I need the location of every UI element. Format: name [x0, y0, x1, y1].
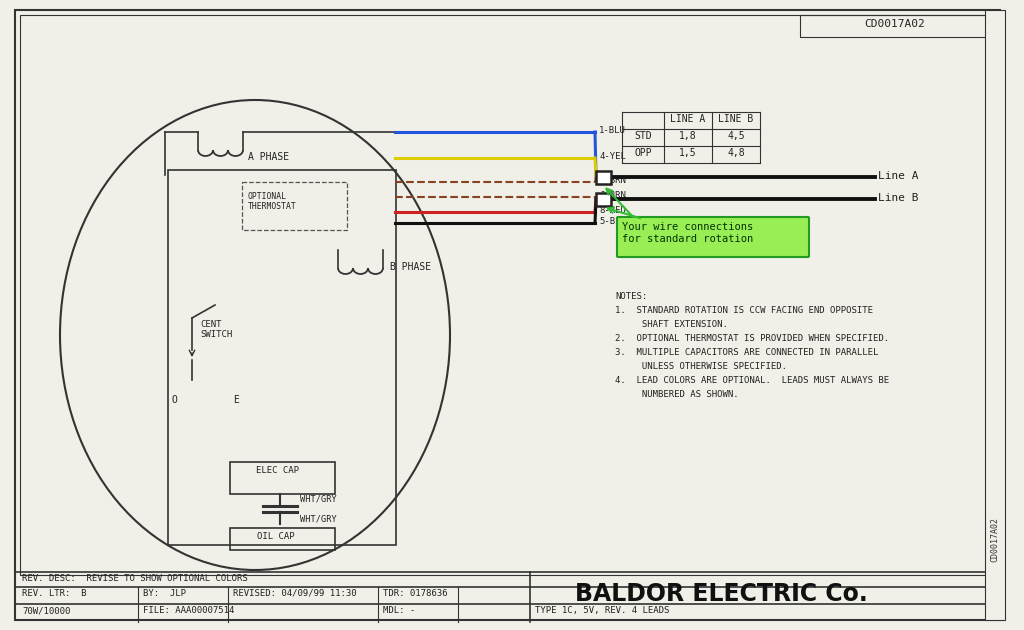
- Text: TDR: 0178636: TDR: 0178636: [383, 589, 447, 598]
- Text: BY:  JLP: BY: JLP: [143, 589, 186, 598]
- Text: REV. LTR:  B: REV. LTR: B: [22, 589, 86, 598]
- Text: 70W/10000: 70W/10000: [22, 606, 71, 615]
- Text: CD0017A02: CD0017A02: [990, 517, 999, 563]
- Text: LINE A: LINE A: [671, 114, 706, 124]
- Text: MDL: -: MDL: -: [383, 606, 416, 615]
- Text: 1-BLU: 1-BLU: [599, 126, 626, 135]
- Text: 4,8: 4,8: [727, 148, 744, 158]
- Text: Your wire connections
for standard rotation: Your wire connections for standard rotat…: [622, 222, 754, 244]
- Text: SHAFT EXTENSION.: SHAFT EXTENSION.: [615, 320, 728, 329]
- Text: OIL CAP: OIL CAP: [257, 532, 295, 541]
- Text: Line A: Line A: [878, 171, 919, 181]
- Text: 1,5: 1,5: [679, 148, 696, 158]
- Text: STD: STD: [634, 131, 652, 141]
- Text: Line B: Line B: [878, 193, 919, 203]
- Text: REV. DESC:  REVISE TO SHOW OPTIONAL COLORS: REV. DESC: REVISE TO SHOW OPTIONAL COLOR…: [22, 574, 248, 583]
- Text: 1,8: 1,8: [679, 131, 696, 141]
- Text: CENT
SWITCH: CENT SWITCH: [200, 320, 232, 340]
- Text: J-BRN: J-BRN: [599, 191, 626, 200]
- Text: 8-RED: 8-RED: [599, 206, 626, 215]
- Text: REVISED: 04/09/99 11:30: REVISED: 04/09/99 11:30: [233, 589, 356, 598]
- Text: E: E: [233, 395, 239, 405]
- Text: B PHASE: B PHASE: [390, 262, 431, 272]
- Text: NUMBERED AS SHOWN.: NUMBERED AS SHOWN.: [615, 390, 738, 399]
- Text: OPP: OPP: [634, 148, 652, 158]
- Bar: [596, 193, 611, 206]
- Bar: [242, 182, 347, 230]
- Text: 3.  MULTIPLE CAPACITORS ARE CONNECTED IN PARALLEL: 3. MULTIPLE CAPACITORS ARE CONNECTED IN …: [615, 348, 879, 357]
- Text: 4,5: 4,5: [727, 131, 744, 141]
- Text: FILE: AAA00007514: FILE: AAA00007514: [143, 606, 234, 615]
- FancyBboxPatch shape: [617, 217, 809, 257]
- Bar: [800, 15, 990, 37]
- Text: 2.  OPTIONAL THERMOSTAT IS PROVIDED WHEN SPECIFIED.: 2. OPTIONAL THERMOSTAT IS PROVIDED WHEN …: [615, 334, 889, 343]
- Text: UNLESS OTHERWISE SPECIFIED.: UNLESS OTHERWISE SPECIFIED.: [615, 362, 787, 371]
- Text: A PHASE: A PHASE: [248, 152, 289, 162]
- Text: LINE B: LINE B: [719, 114, 754, 124]
- Bar: [985, 10, 1005, 620]
- Text: WHT/GRY: WHT/GRY: [300, 494, 337, 503]
- Bar: [230, 528, 335, 550]
- Text: O: O: [171, 395, 177, 405]
- Text: ELEC CAP: ELEC CAP: [256, 466, 299, 475]
- Text: NOTES:: NOTES:: [615, 292, 647, 301]
- Text: 5-BLK: 5-BLK: [599, 217, 626, 226]
- Text: TYPE 1C, 5V, REV. 4 LEADS: TYPE 1C, 5V, REV. 4 LEADS: [535, 606, 670, 615]
- Text: 1.  STANDARD ROTATION IS CCW FACING END OPPOSITE: 1. STANDARD ROTATION IS CCW FACING END O…: [615, 306, 873, 315]
- Bar: [596, 171, 611, 184]
- Text: 4-YEL: 4-YEL: [599, 152, 626, 161]
- Bar: [230, 462, 335, 494]
- Bar: [20, 15, 995, 575]
- Text: CD0017A02: CD0017A02: [864, 19, 926, 29]
- Bar: [168, 170, 396, 545]
- Text: BALDOR ELECTRIC Co.: BALDOR ELECTRIC Co.: [575, 582, 867, 606]
- Text: J-BRN: J-BRN: [599, 176, 626, 185]
- Text: WHT/GRY: WHT/GRY: [300, 514, 337, 523]
- Text: OPTIONAL
THERMOSTAT: OPTIONAL THERMOSTAT: [248, 192, 297, 212]
- Text: 4.  LEAD COLORS ARE OPTIONAL.  LEADS MUST ALWAYS BE: 4. LEAD COLORS ARE OPTIONAL. LEADS MUST …: [615, 376, 889, 385]
